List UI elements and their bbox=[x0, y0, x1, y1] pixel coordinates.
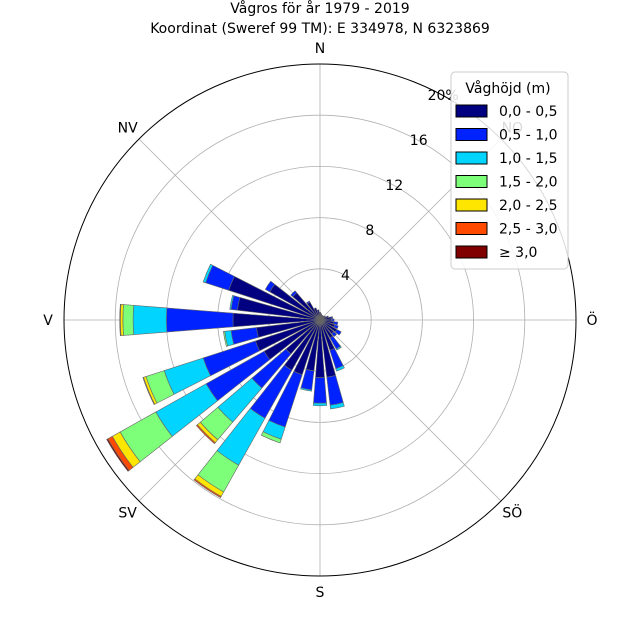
radial-tick-label: 16 bbox=[410, 133, 428, 149]
direction-label-o: Ö bbox=[586, 311, 597, 329]
windrose-bar-segment bbox=[316, 309, 321, 321]
radial-tick-label: 12 bbox=[385, 178, 403, 194]
windrose-bar-segment bbox=[264, 280, 276, 293]
legend-swatch bbox=[455, 104, 488, 118]
direction-label-so: SÖ bbox=[502, 503, 522, 521]
legend-swatch bbox=[455, 245, 488, 259]
windrose-bar-segment bbox=[119, 303, 122, 337]
direction-label-sv: SV bbox=[118, 505, 137, 521]
legend-label: 1,5 - 2,0 bbox=[499, 175, 557, 191]
chart-title: Vågros för år 1979 - 2019 bbox=[230, 0, 409, 17]
windrose-bar-segment bbox=[333, 321, 339, 326]
legend-swatch bbox=[455, 128, 488, 141]
direction-label-s: S bbox=[316, 585, 325, 601]
windrose-bar-segment bbox=[313, 377, 327, 404]
legend-swatch bbox=[455, 151, 488, 165]
windrose-bar-segment bbox=[306, 300, 311, 305]
direction-label-v: V bbox=[43, 313, 53, 329]
windrose-bar-segment bbox=[122, 304, 135, 336]
windrose-bar-segment bbox=[300, 387, 313, 392]
legend-label: 0,5 - 1,0 bbox=[499, 128, 557, 144]
windrose-bar-segment bbox=[333, 324, 339, 330]
radial-tick-label: 8 bbox=[365, 223, 374, 239]
legend-label: 2,5 - 3,0 bbox=[499, 222, 557, 238]
windrose-bar-segment bbox=[312, 402, 328, 407]
windrose-bar-segment bbox=[334, 328, 342, 336]
direction-label-nv: NV bbox=[118, 121, 138, 137]
grid-spoke bbox=[319, 319, 502, 502]
grid-ring bbox=[114, 114, 526, 526]
windrose-bar-segment bbox=[166, 307, 234, 333]
windrose-bar-segment bbox=[195, 424, 216, 445]
windrose-bar-segment bbox=[335, 365, 345, 372]
legend-box bbox=[450, 71, 569, 270]
legend-label: ≥ 3,0 bbox=[499, 245, 537, 261]
windrose-bar-segment bbox=[319, 315, 329, 321]
outer-circle bbox=[63, 63, 577, 577]
chart-subtitle: Koordinat (Sweref 99 TM): E 334978, N 63… bbox=[150, 21, 490, 37]
windrose-bar-segment bbox=[335, 345, 342, 351]
legend-swatch bbox=[455, 222, 488, 235]
windrose-bar-segment bbox=[260, 431, 282, 444]
grid-spoke bbox=[138, 138, 321, 321]
legend-label: 1,0 - 1,5 bbox=[499, 151, 557, 167]
windrose-bar-segment bbox=[330, 316, 334, 319]
windrose-bar-segment bbox=[290, 290, 298, 298]
windrose-bar-segment bbox=[142, 376, 156, 405]
windrose-bar-segment bbox=[223, 330, 228, 347]
windrose-bar-segment bbox=[106, 438, 130, 472]
legend: Våghöjd (m) 0,0 - 0,5 0,5 - 1,0 1,0 - 1,5 1… bbox=[450, 71, 569, 270]
windrose-bar-segment bbox=[326, 375, 344, 406]
direction-label-n: N bbox=[315, 41, 325, 57]
radial-tick-label: 4 bbox=[341, 268, 350, 284]
windrose-bar-segment bbox=[319, 312, 321, 321]
legend-swatch bbox=[455, 198, 488, 212]
windrose-bar-segment bbox=[193, 478, 222, 498]
windrose-bar-segment bbox=[331, 331, 337, 337]
legend-label: 2,0 - 2,5 bbox=[499, 198, 557, 214]
legend-swatch bbox=[455, 175, 488, 188]
legend-label: 0,0 - 0,5 bbox=[499, 104, 557, 120]
windrose-bar-segment bbox=[202, 263, 214, 284]
legend-title: Våghöjd (m) bbox=[465, 80, 550, 97]
windrose-bar-segment bbox=[313, 307, 321, 321]
windrose-bar-segment bbox=[229, 294, 235, 310]
windrose-bar-segment bbox=[132, 305, 168, 335]
windrose-bar-segment bbox=[331, 318, 335, 322]
windrose-bar-segment bbox=[329, 402, 345, 410]
windrose-bars bbox=[106, 263, 345, 498]
